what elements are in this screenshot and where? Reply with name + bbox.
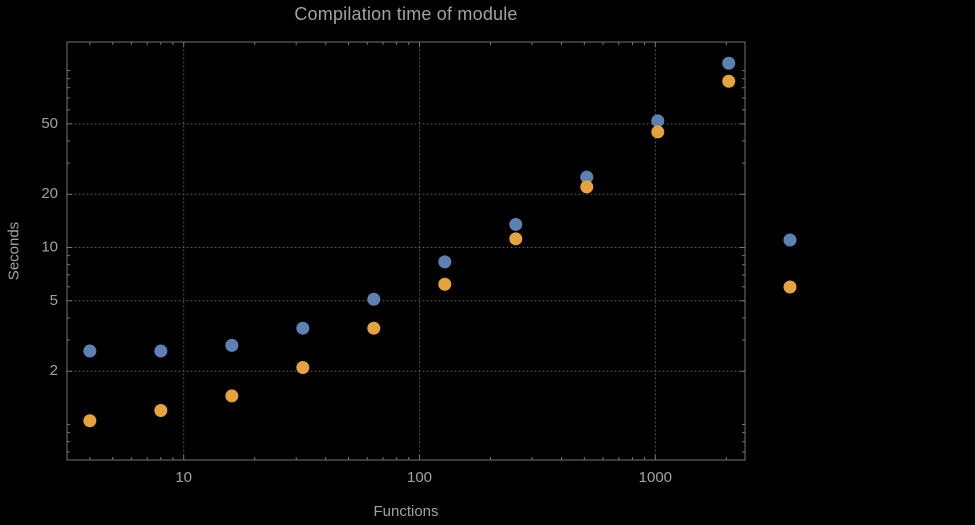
legend-marker-series-1 [783, 233, 797, 247]
data-point-series-1 [367, 292, 381, 306]
data-point-series-1 [438, 255, 452, 269]
x-axis-label: Functions [373, 503, 439, 520]
chart-title: Compilation time of module [294, 4, 518, 24]
data-point-series-1 [154, 344, 168, 358]
x-tick-label: 100 [407, 469, 432, 486]
data-point-series-1 [651, 114, 665, 128]
data-point-series-1 [580, 170, 594, 184]
y-tick-label: 5 [50, 292, 58, 309]
y-tick-label: 10 [41, 238, 58, 255]
data-point-series-1 [83, 344, 97, 358]
legend-marker-series-2 [783, 280, 797, 294]
data-point-series-2 [154, 403, 168, 417]
plot-frame [66, 41, 746, 461]
y-tick-label: 2 [50, 362, 58, 379]
data-point-series-2 [83, 414, 97, 428]
y-tick-label: 20 [41, 185, 58, 202]
data-point-series-2 [296, 360, 310, 374]
data-point-series-1 [722, 56, 736, 70]
data-point-series-2 [722, 74, 736, 88]
data-point-series-1 [225, 338, 239, 352]
data-point-series-1 [296, 321, 310, 335]
data-point-series-2 [509, 232, 523, 246]
data-point-series-2 [651, 125, 665, 139]
data-point-series-2 [580, 180, 594, 194]
data-point-series-2 [367, 321, 381, 335]
x-tick-label: 1000 [639, 469, 672, 486]
y-tick-label: 50 [41, 115, 58, 132]
x-tick-label: 10 [175, 469, 192, 486]
data-point-series-1 [509, 217, 523, 231]
data-point-series-2 [225, 389, 239, 403]
data-point-series-2 [438, 277, 452, 291]
